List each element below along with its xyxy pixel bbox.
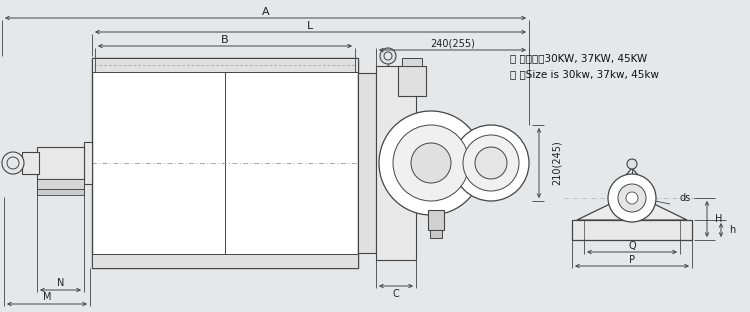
Circle shape [453,125,529,201]
Bar [37,147,84,179]
Text: H: H [715,214,722,224]
Text: L: L [308,21,314,31]
Bar [430,230,442,238]
Text: N: N [57,278,64,288]
Bar [572,220,692,240]
Bar [402,58,422,66]
Text: A: A [262,7,269,17]
Bar [37,179,84,189]
Text: 240(255): 240(255) [430,39,475,49]
Bar [92,58,358,72]
Bar [428,210,444,230]
Text: h: h [729,225,735,235]
Bar [358,73,376,253]
Bar [22,152,39,174]
Circle shape [384,52,392,60]
Circle shape [379,111,483,215]
Circle shape [2,152,24,174]
Bar [84,142,92,184]
Text: B: B [221,35,229,45]
Text: ds: ds [680,193,692,203]
Text: C: C [393,289,399,299]
Circle shape [380,48,396,64]
Circle shape [608,174,656,222]
Text: （ ）Size is 30kw, 37kw, 45kw: （ ）Size is 30kw, 37kw, 45kw [510,69,659,79]
Text: Q: Q [628,241,636,251]
Text: （ ）尺寸䌀30KW, 37KW, 45KW: （ ）尺寸䌀30KW, 37KW, 45KW [510,53,647,63]
Bar [376,66,416,260]
Circle shape [626,192,638,204]
Circle shape [627,159,637,169]
Bar [37,189,84,195]
Circle shape [411,143,451,183]
Text: 210(245): 210(245) [552,141,562,185]
Text: M: M [43,292,51,302]
Bar [92,58,358,268]
Bar [92,254,358,268]
Circle shape [618,184,646,212]
Text: P: P [629,255,635,265]
Circle shape [463,135,519,191]
Circle shape [7,157,19,169]
Bar [398,66,426,96]
Circle shape [475,147,507,179]
Circle shape [393,125,469,201]
Polygon shape [577,168,687,220]
